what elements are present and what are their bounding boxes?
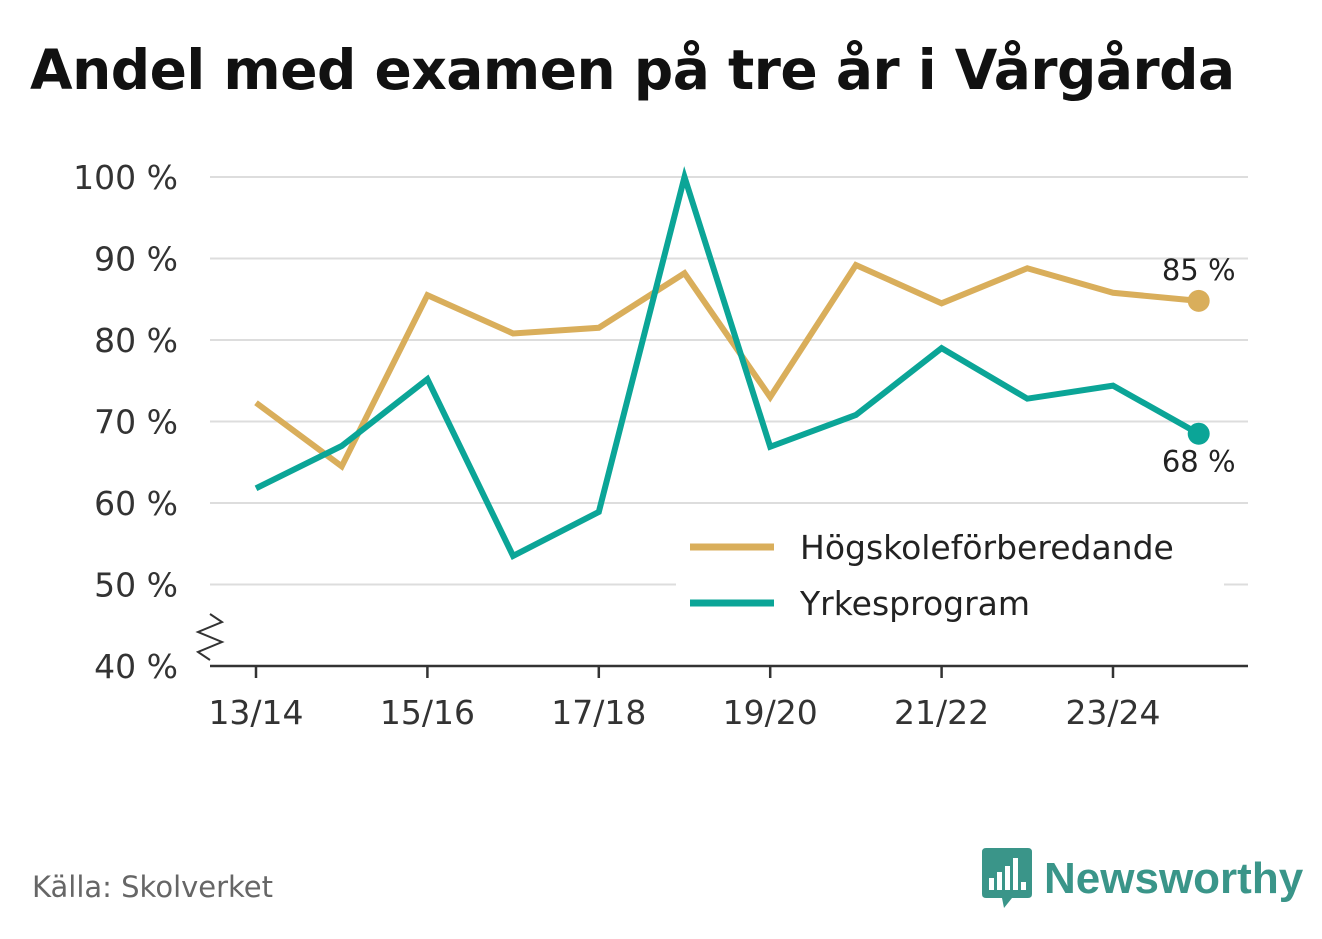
end-marker-0 [1187,289,1210,312]
x-axis-ticks: 13/14 15/16 17/18 19/20 21/22 23/24 [208,666,1161,732]
brand-logo[interactable]: Newsworthy [982,848,1303,910]
x-tick-label: 23/24 [1065,693,1160,732]
y-tick-label: 40 % [94,647,178,686]
legend-background [676,522,1224,634]
brand-name: Newsworthy [1044,854,1304,903]
series-line-0 [254,261,1199,471]
x-tick-label: 13/14 [208,693,303,732]
chart-title: Andel med examen på tre år i Vårgårda [30,38,1235,102]
legend-label-1: Yrkesprogram [799,584,1030,623]
end-label-1: 68 % [1162,445,1236,479]
end-marker-1 [1187,422,1210,445]
x-tick-label: 19/20 [723,693,818,732]
x-tick-label: 21/22 [894,693,989,732]
x-tick-label: 17/18 [551,693,646,732]
newsworthy-logo-icon [982,848,1032,908]
y-axis-ticks: 40 % 50 % 60 % 70 % 80 % 90 % 100 % [73,158,178,686]
end-label-0: 85 % [1162,253,1236,287]
legend-label-0: Högskoleförberedande [800,528,1174,567]
series-line-1 [254,166,1201,561]
y-tick-label: 60 % [94,484,178,523]
x-tick-label: 15/16 [380,693,475,732]
y-tick-label: 50 % [94,566,178,605]
axes [195,613,1248,668]
y-tick-label: 80 % [94,321,178,360]
source-note: Källa: Skolverket [32,870,274,904]
y-tick-label: 90 % [94,240,178,279]
line-chart: 40 % 50 % 60 % 70 % 80 % 90 % 100 % 13/14 15/16… [73,158,1248,732]
end-labels: 85 % 68 % [1162,253,1236,479]
y-tick-label: 100 % [73,158,178,197]
y-tick-label: 70 % [94,403,178,442]
y-axis-break [195,613,225,661]
legend: Högskoleförberedande Yrkesprogram [676,522,1224,634]
series-lines [254,166,1201,561]
